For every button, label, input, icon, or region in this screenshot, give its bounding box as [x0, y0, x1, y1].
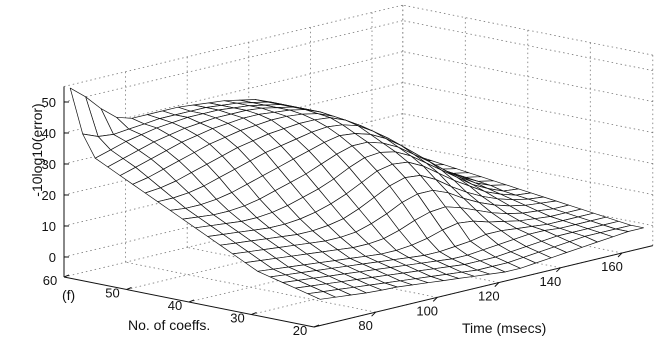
x-axis-line: [313, 245, 653, 328]
y-tick-label: 30: [230, 311, 244, 326]
z-tick-label: 10: [42, 219, 56, 234]
x-tick-label: 120: [478, 289, 500, 304]
x-tick-label: 100: [416, 303, 438, 318]
y-tick: [313, 324, 320, 328]
x-tick-label: 140: [540, 274, 562, 289]
x-tick: [494, 282, 500, 287]
sidewall-gridline-z: [402, 20, 653, 71]
z-tick-label: 40: [42, 126, 56, 141]
x-tick-label: 160: [601, 259, 623, 274]
y-tick-label: 50: [105, 286, 119, 301]
tick-labels: 80 100 120 140 160 20 30 40 50 60 0 10 20 30 40 50: [42, 95, 623, 338]
surface-mesh: [69, 87, 644, 300]
z-axis-label: -10log10(error): [29, 103, 45, 196]
y-axis-label: No. of coeffs.: [128, 317, 210, 333]
y-tick-label: 60: [43, 273, 57, 288]
x-tick: [617, 252, 623, 258]
x-tick: [432, 297, 438, 302]
panel-label: (f): [62, 287, 75, 303]
y-tick: [251, 312, 257, 315]
y-tick: [63, 274, 70, 278]
axes-layer: [63, 86, 653, 328]
y-tick-label: 20: [293, 323, 307, 338]
y-tick: [188, 299, 195, 303]
backwall-gridline-z: [63, 20, 403, 103]
x-tick-label: 80: [358, 318, 372, 333]
y-tick: [126, 287, 132, 290]
box-edge: [63, 4, 403, 87]
x-axis-label: Time (msecs): [462, 320, 546, 336]
sidewall-gridline-z: [402, 51, 653, 102]
z-tick-label: 20: [42, 188, 56, 203]
y-tick-label: 40: [168, 298, 182, 313]
sidewall-gridline-z: [402, 82, 653, 133]
z-tick-label: 50: [42, 95, 56, 110]
x-tick: [556, 267, 561, 273]
sidewall-gridline-z: [402, 113, 653, 164]
z-tick-label: 30: [42, 157, 56, 172]
surface-patch: [307, 291, 336, 300]
sidewall-gridline-z: [402, 144, 653, 195]
box-edge: [402, 4, 653, 56]
z-tick-label: 0: [49, 250, 56, 265]
x-tick: [371, 311, 376, 317]
